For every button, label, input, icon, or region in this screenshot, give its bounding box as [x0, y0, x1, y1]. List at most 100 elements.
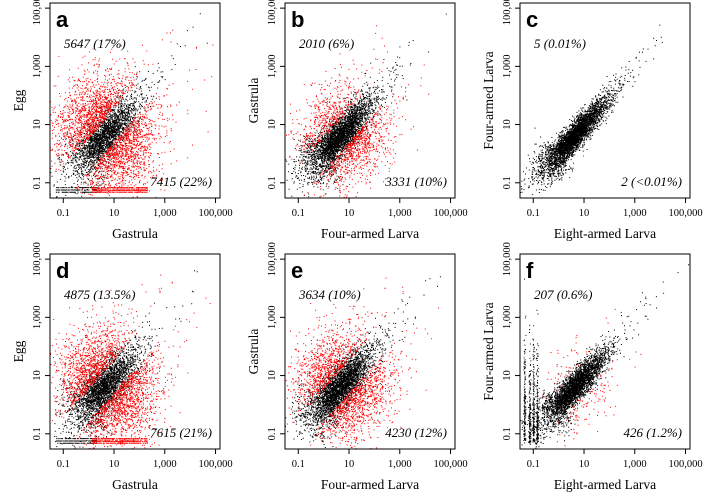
y-tick-label: 1,000	[32, 306, 43, 330]
x-tick-label: 0.1	[292, 208, 305, 219]
x-tick-label: 1,000	[153, 459, 177, 470]
x-tick-label: 10	[579, 459, 590, 470]
annotation-upregulated: 5647 (17%)	[64, 36, 126, 51]
panel-a: 0.1 10 1,000 100,000 0.1 10 1,000 100,000 Gastru…	[0, 0, 233, 250]
x-tick-label: 100,000	[433, 459, 467, 470]
x-axis-title: Gastrula	[112, 226, 158, 241]
y-tick-label: 1,000	[32, 55, 43, 79]
annotation-upregulated: 5 (0.01%)	[534, 36, 586, 51]
points-shared	[520, 24, 663, 196]
panel-letter: e	[291, 258, 303, 283]
x-axis-title: Four-armed Larva	[321, 226, 419, 241]
x-tick-label: 10	[344, 208, 355, 219]
y-tick-label: 100,000	[502, 0, 513, 25]
plot-frame	[519, 2, 691, 199]
x-axis-title: Four-armed Larva	[321, 477, 419, 492]
scatter-plot-a: 0.1 10 1,000 100,000 0.1 10 1,000 100,000 Gastru…	[11, 0, 233, 241]
points-differential	[50, 3, 214, 198]
x-tick-label: 0.1	[527, 459, 540, 470]
scatter-plot-c: 0.1 10 1,000 100,000 0.1 10 1,000 100,000 Eight-…	[481, 0, 703, 241]
x-tick-label: 100,000	[433, 208, 467, 219]
panel-b: 0.1 10 1,000 100,000 0.1 10 1,000 100,000 Four-a…	[235, 0, 468, 250]
x-tick-label: 100,000	[668, 459, 702, 470]
x-tick-label: 10	[109, 208, 120, 219]
panel-c: 0.1 10 1,000 100,000 0.1 10 1,000 100,000 Eight-…	[470, 0, 703, 250]
y-tick-label: 0.1	[267, 176, 278, 189]
y-tick-label: 0.1	[32, 427, 43, 440]
y-tick-label: 1,000	[502, 55, 513, 79]
panel-f: 0.1 10 1,000 100,000 0.1 10 1,000 100,000 Eight-…	[470, 242, 703, 501]
annotation-downregulated: 4230 (12%)	[385, 425, 447, 440]
point-cloud-shared	[520, 24, 663, 196]
x-tick-label: 10	[579, 208, 590, 219]
scatter-plot-e: 0.1 10 1,000 100,000 0.1 10 1,000 100,000 Four-a…	[246, 242, 468, 492]
point-cloud-shared	[285, 276, 441, 449]
panel-letter: c	[526, 7, 538, 32]
y-axis-title: Egg	[11, 340, 26, 362]
annotation-upregulated: 3634 (10%)	[298, 287, 361, 302]
y-axis-title: Four-armed Larva	[481, 51, 496, 149]
y-axis-title: Gastrula	[246, 329, 261, 375]
panel-e: 0.1 10 1,000 100,000 0.1 10 1,000 100,000 Four-a…	[235, 242, 468, 501]
panel-letter: f	[526, 258, 534, 283]
x-axis-title: Eight-armed Larva	[554, 226, 656, 241]
y-tick-label: 10	[267, 119, 278, 130]
y-tick-label: 10	[502, 370, 513, 381]
scatter-plot-d: 0.1 10 1,000 100,000 0.1 10 1,000 100,000 Gastru…	[11, 242, 233, 492]
x-tick-label: 1,000	[623, 459, 647, 470]
panel-letter: d	[56, 258, 69, 283]
annotation-downregulated: 2 (<0.01%)	[621, 174, 682, 189]
annotation-downregulated: 7415 (22%)	[150, 174, 212, 189]
panel-letter: a	[56, 7, 69, 32]
y-axis-title: Gastrula	[246, 78, 261, 124]
points-shared	[50, 270, 198, 449]
y-tick-label: 10	[502, 119, 513, 130]
point-cloud-differential	[50, 3, 214, 198]
point-cloud-shared	[285, 13, 447, 198]
scatter-plot-b: 0.1 10 1,000 100,000 0.1 10 1,000 100,000 Four-a…	[246, 0, 468, 241]
y-tick-label: 100,000	[502, 242, 513, 276]
point-cloud-differential	[285, 277, 439, 449]
y-tick-label: 0.1	[267, 427, 278, 440]
y-tick-label: 100,000	[32, 242, 43, 276]
points-shared	[285, 13, 447, 198]
point-cloud-differential	[50, 274, 211, 449]
annotation-downregulated: 7615 (21%)	[150, 425, 212, 440]
y-axis-title: Egg	[11, 89, 26, 111]
plot-frame	[49, 253, 221, 450]
scatter-plot-f: 0.1 10 1,000 100,000 0.1 10 1,000 100,000 Eight-…	[481, 242, 703, 492]
y-tick-label: 100,000	[32, 0, 43, 25]
x-tick-label: 1,000	[388, 459, 412, 470]
y-tick-label: 10	[267, 370, 278, 381]
points-shared	[50, 13, 208, 198]
points-differential	[50, 274, 211, 449]
x-tick-label: 0.1	[57, 208, 70, 219]
x-tick-label: 10	[344, 459, 355, 470]
points-shared	[285, 276, 441, 449]
y-tick-label: 1,000	[502, 306, 513, 330]
y-tick-label: 10	[32, 119, 43, 130]
x-tick-label: 1,000	[153, 208, 177, 219]
annotation-downregulated: 426 (1.2%)	[624, 425, 683, 440]
point-cloud-shared	[50, 270, 198, 449]
y-tick-label: 0.1	[502, 176, 513, 189]
plot-frame	[284, 253, 456, 450]
x-tick-label: 10	[109, 459, 120, 470]
y-tick-label: 0.1	[502, 427, 513, 440]
x-tick-label: 100,000	[668, 208, 702, 219]
points-differential	[285, 277, 439, 449]
x-tick-label: 100,000	[198, 459, 232, 470]
x-tick-label: 0.1	[292, 459, 305, 470]
y-tick-label: 100,000	[267, 242, 278, 276]
point-cloud-shared	[50, 13, 208, 198]
plot-frame	[49, 2, 221, 199]
y-tick-label: 10	[32, 370, 43, 381]
x-tick-label: 100,000	[198, 208, 232, 219]
x-axis-title: Gastrula	[112, 477, 158, 492]
annotation-upregulated: 2010 (6%)	[299, 36, 354, 51]
panel-letter: b	[291, 7, 304, 32]
x-tick-label: 0.1	[527, 208, 540, 219]
x-tick-label: 0.1	[57, 459, 70, 470]
plot-frame	[284, 2, 456, 199]
